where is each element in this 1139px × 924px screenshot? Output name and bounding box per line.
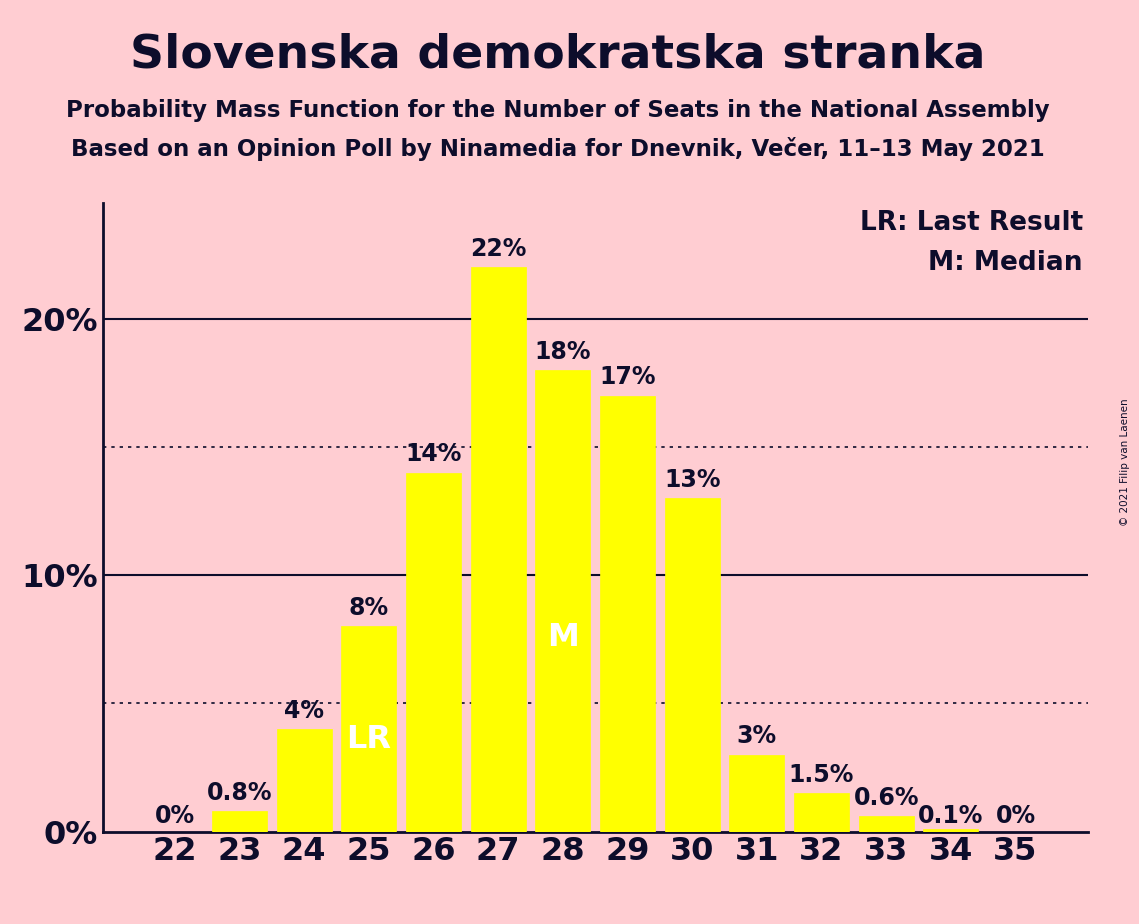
- Text: Probability Mass Function for the Number of Seats in the National Assembly: Probability Mass Function for the Number…: [66, 99, 1050, 122]
- Text: 17%: 17%: [599, 365, 656, 389]
- Text: 14%: 14%: [405, 443, 461, 466]
- Bar: [859, 816, 913, 832]
- Text: 13%: 13%: [664, 468, 720, 492]
- Text: 0.1%: 0.1%: [918, 804, 983, 828]
- Bar: [277, 729, 331, 832]
- Text: M: M: [547, 622, 579, 653]
- Text: 3%: 3%: [737, 724, 777, 748]
- Bar: [342, 626, 396, 832]
- Text: LR: Last Result: LR: Last Result: [860, 210, 1083, 236]
- Text: 8%: 8%: [349, 596, 388, 620]
- Text: 0%: 0%: [995, 804, 1035, 828]
- Text: M: Median: M: Median: [928, 250, 1083, 276]
- Text: 18%: 18%: [534, 339, 591, 363]
- Bar: [729, 755, 785, 832]
- Text: LR: LR: [346, 723, 392, 755]
- Text: 22%: 22%: [470, 237, 526, 261]
- Text: © 2021 Filip van Laenen: © 2021 Filip van Laenen: [1121, 398, 1130, 526]
- Text: 0%: 0%: [155, 804, 195, 828]
- Text: 0.6%: 0.6%: [853, 785, 919, 809]
- Text: Slovenska demokratska stranka: Slovenska demokratska stranka: [130, 32, 986, 78]
- Text: 4%: 4%: [284, 699, 325, 723]
- Bar: [600, 395, 655, 832]
- Text: Based on an Opinion Poll by Ninamedia for Dnevnik, Večer, 11–13 May 2021: Based on an Opinion Poll by Ninamedia fo…: [72, 137, 1044, 161]
- Bar: [470, 267, 525, 832]
- Bar: [665, 498, 720, 832]
- Text: 0.8%: 0.8%: [206, 781, 272, 805]
- Bar: [924, 829, 978, 832]
- Bar: [535, 370, 590, 832]
- Bar: [405, 472, 461, 832]
- Text: 1.5%: 1.5%: [789, 762, 854, 786]
- Bar: [794, 793, 849, 832]
- Bar: [212, 811, 267, 832]
